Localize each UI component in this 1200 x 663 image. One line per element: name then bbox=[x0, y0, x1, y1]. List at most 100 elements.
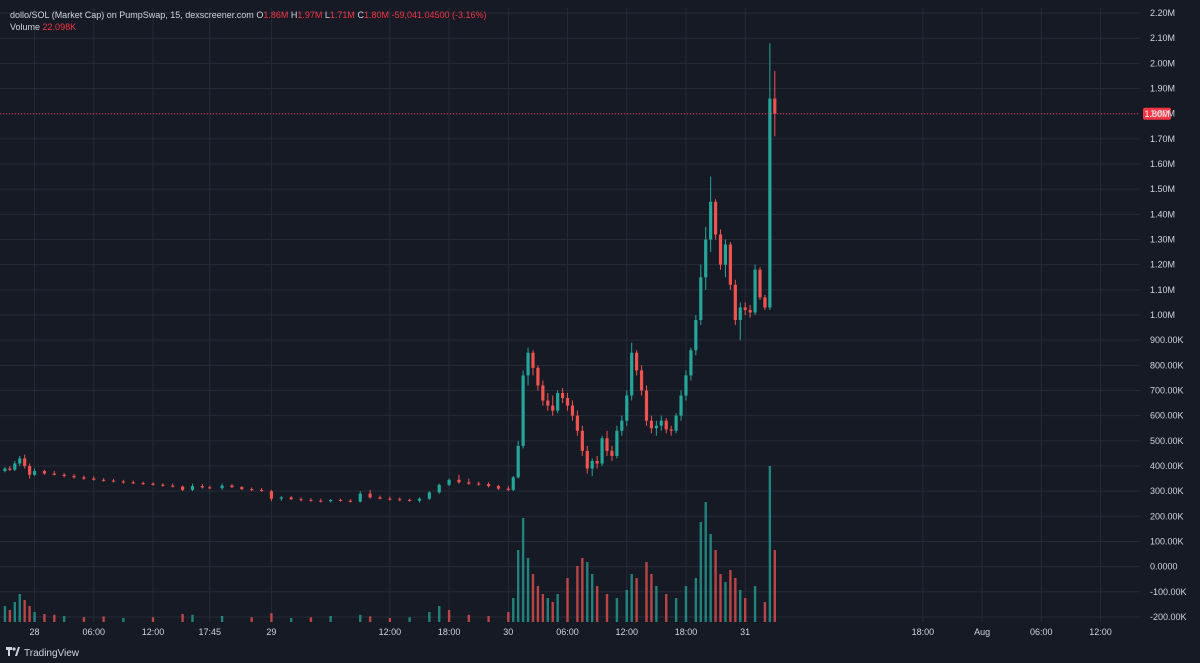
volume-bar bbox=[665, 594, 668, 622]
candle-body bbox=[250, 489, 254, 491]
low-value: 1.71M bbox=[329, 10, 355, 20]
candle-body bbox=[506, 488, 510, 490]
volume-bar bbox=[699, 522, 702, 622]
candle-body bbox=[625, 395, 629, 421]
y-tick-label: 1.10M bbox=[1150, 285, 1175, 295]
candles bbox=[3, 43, 777, 503]
y-tick-label: 900.00K bbox=[1150, 335, 1184, 345]
volume-bar bbox=[576, 566, 579, 622]
volume-bar bbox=[62, 616, 66, 622]
volume-bar bbox=[625, 590, 628, 622]
candle-body bbox=[570, 405, 575, 416]
volume-bar bbox=[102, 616, 105, 622]
candle-body bbox=[289, 497, 293, 500]
volume-bar bbox=[551, 602, 554, 622]
candle-body bbox=[161, 484, 165, 486]
volume-bar bbox=[270, 613, 273, 622]
x-tick-label: 12:00 bbox=[142, 627, 165, 637]
candle-body bbox=[121, 481, 125, 483]
volume-label[interactable]: Volume bbox=[10, 22, 41, 32]
volume-bar bbox=[729, 570, 732, 622]
candle-body bbox=[180, 486, 185, 490]
volume-bar bbox=[763, 602, 767, 622]
volume-bar bbox=[768, 466, 772, 622]
candle-body bbox=[575, 415, 580, 431]
candle-body bbox=[738, 307, 742, 321]
y-tick-label: 800.00K bbox=[1150, 360, 1184, 370]
x-tick-label: 31 bbox=[740, 627, 750, 637]
tradingview-brand[interactable]: TradingView bbox=[6, 647, 79, 659]
x-tick-label: Aug bbox=[974, 627, 990, 637]
volume-bar bbox=[507, 612, 510, 622]
x-tick-label: 06:00 bbox=[83, 627, 106, 637]
candle-body bbox=[299, 499, 303, 501]
candle-body bbox=[338, 499, 343, 501]
candle-body bbox=[388, 498, 392, 500]
candle-body bbox=[8, 468, 12, 470]
y-tick-label: 500.00K bbox=[1150, 436, 1184, 446]
open-value: 1.86M bbox=[263, 10, 289, 20]
volume-bar bbox=[13, 602, 17, 622]
y-tick-label: -200.00K bbox=[1150, 612, 1187, 622]
y-tick-label: 1.80M bbox=[1150, 109, 1175, 119]
x-tick-label: 12:00 bbox=[615, 627, 638, 637]
candle-body bbox=[52, 473, 56, 475]
candle-body bbox=[42, 471, 47, 474]
volume-bar bbox=[329, 616, 332, 622]
volume-bar bbox=[23, 600, 26, 622]
open-label: O bbox=[256, 10, 264, 20]
candle-body bbox=[669, 429, 673, 431]
volume-bar bbox=[556, 594, 559, 622]
candle-body bbox=[171, 485, 175, 487]
volume-bar bbox=[566, 578, 569, 622]
volume-bar bbox=[719, 574, 722, 622]
last-price-label: 1.80M bbox=[1144, 109, 1169, 119]
volume-bar bbox=[181, 614, 184, 622]
candle-body bbox=[713, 201, 718, 235]
volume-bar bbox=[753, 586, 757, 622]
volume-bar bbox=[734, 578, 737, 622]
candle-body bbox=[704, 239, 708, 278]
volume-bar bbox=[773, 550, 777, 622]
volume-bar bbox=[250, 617, 253, 622]
candle-body bbox=[496, 486, 501, 489]
volume-bar bbox=[191, 614, 194, 622]
candle-body bbox=[773, 98, 777, 114]
volume-bar bbox=[388, 618, 392, 622]
candle-body bbox=[689, 350, 693, 376]
volume-bar bbox=[531, 574, 535, 622]
last-price-tag-bg bbox=[1143, 107, 1171, 120]
x-tick-label: 17:45 bbox=[198, 627, 221, 637]
candle-body bbox=[220, 485, 224, 489]
volume-bar bbox=[408, 617, 411, 622]
volume-bar bbox=[591, 574, 594, 622]
volume-bar bbox=[512, 598, 515, 622]
candle-body bbox=[546, 400, 550, 406]
time-axis[interactable]: 28 06:00 12:00 17:45 29 12:00 18:00 30 06:00 12:0… bbox=[30, 627, 1112, 637]
candle-body bbox=[536, 367, 540, 386]
candle-body bbox=[18, 458, 22, 464]
candle-body bbox=[758, 269, 762, 298]
candle-body bbox=[486, 484, 491, 487]
candle-body bbox=[590, 460, 594, 469]
candle-body bbox=[309, 499, 313, 501]
volume-bar bbox=[709, 534, 712, 622]
candle-body bbox=[565, 398, 570, 406]
candle-body bbox=[319, 500, 323, 502]
volume-bar bbox=[704, 502, 707, 622]
volume-bar bbox=[151, 617, 155, 622]
symbol-title[interactable]: dollo/SOL (Market Cap) on PumpSwap, 15, … bbox=[10, 10, 254, 20]
candle-body bbox=[733, 284, 737, 321]
price-axis[interactable]: 2.20M 2.10M 2.00M 1.90M 1.80M 1.70M 1.60M 1.50M… bbox=[1150, 8, 1187, 622]
close-label: C bbox=[357, 10, 364, 20]
candle-body bbox=[654, 425, 658, 429]
volume-bar bbox=[605, 594, 609, 622]
y-tick-label: 2.20M bbox=[1150, 8, 1175, 18]
candle-body bbox=[417, 498, 422, 501]
volume-bar bbox=[724, 582, 727, 622]
y-tick-label: 100.00K bbox=[1150, 536, 1184, 546]
candle-body bbox=[437, 484, 441, 493]
last-price-tag[interactable]: 1.80M bbox=[1143, 107, 1171, 120]
